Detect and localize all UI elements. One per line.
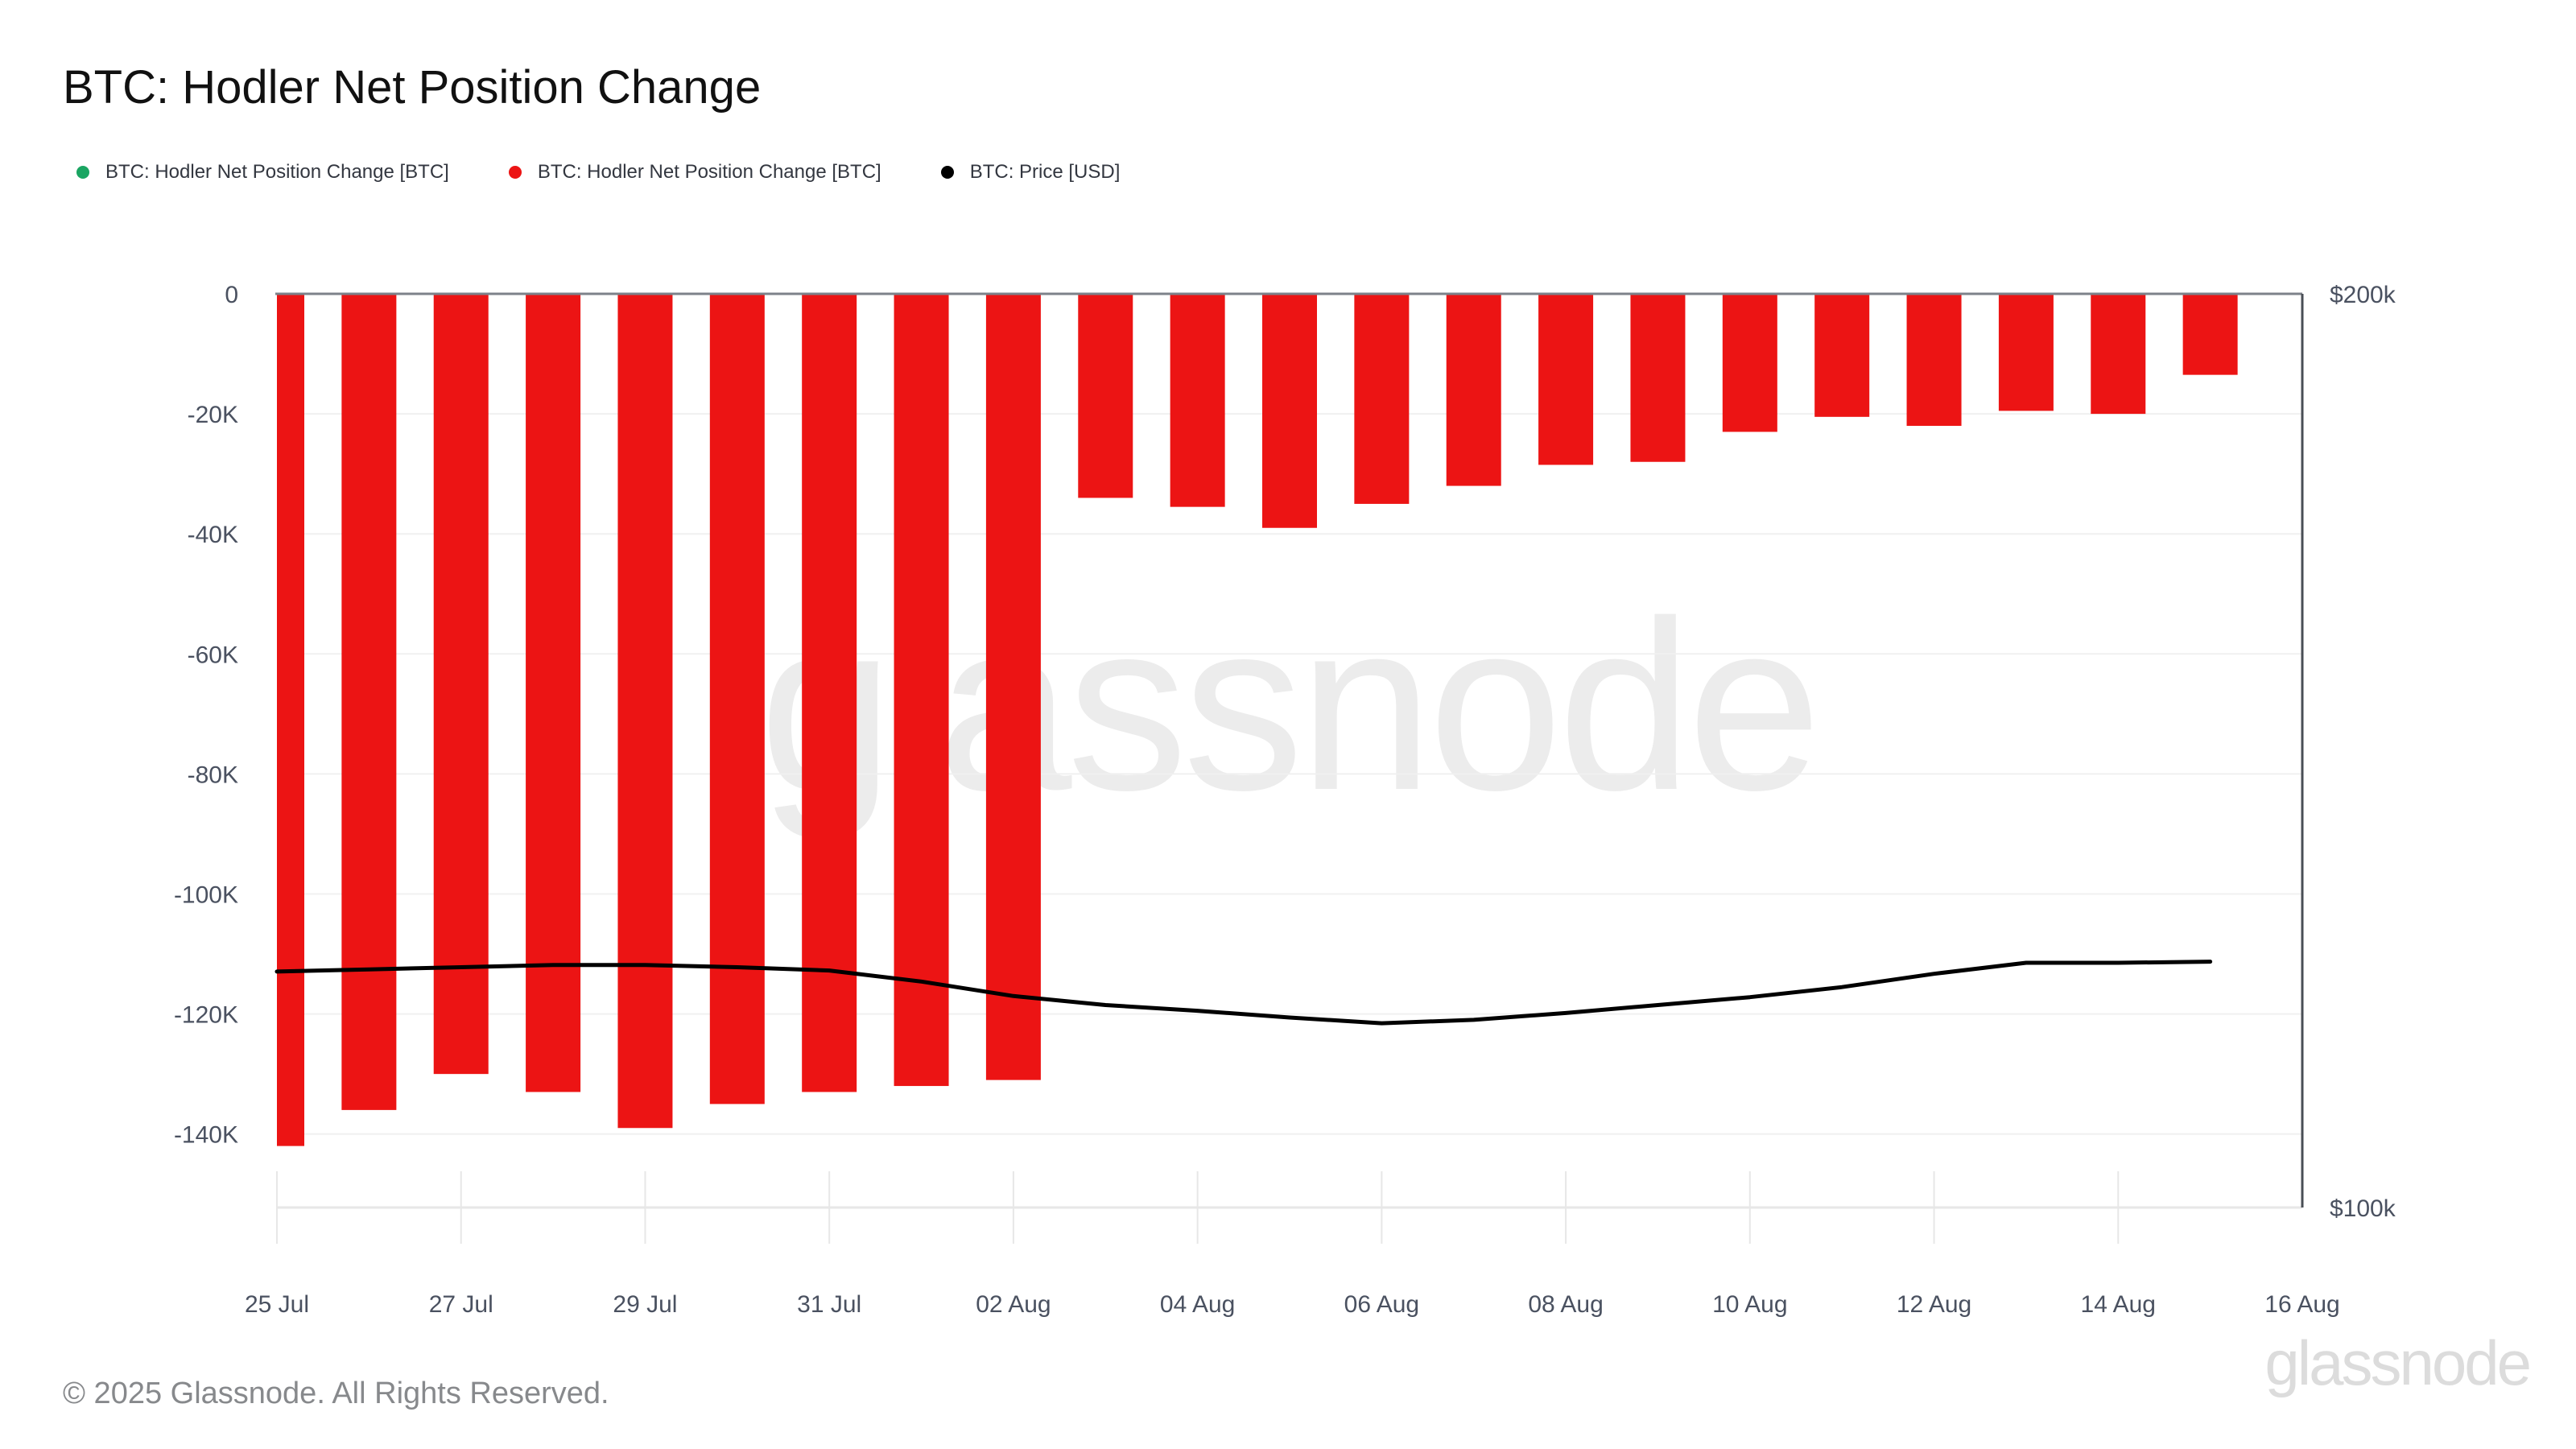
- y-axis-label--100K: -100K: [174, 882, 238, 909]
- red-series-dot-icon: [508, 166, 522, 179]
- bar-02-aug[interactable]: [985, 294, 1041, 1080]
- x-axis-label-31-jul: 31 Jul: [797, 1291, 861, 1318]
- x-axis-label-25-jul: 25 Jul: [245, 1291, 309, 1318]
- x-axis-label-02-aug: 02 Aug: [976, 1291, 1051, 1318]
- legend-item-label: BTC: Hodler Net Position Change [BTC]: [105, 161, 449, 183]
- x-axis-label-04-aug: 04 Aug: [1160, 1291, 1235, 1318]
- x-axis-label-10-aug: 10 Aug: [1712, 1291, 1787, 1318]
- bar-28-jul[interactable]: [526, 294, 581, 1092]
- bar-10-aug[interactable]: [1722, 294, 1777, 432]
- bar-09-aug[interactable]: [1630, 294, 1686, 462]
- bar-26-jul[interactable]: [341, 294, 397, 1110]
- bar-31-jul[interactable]: [802, 294, 857, 1092]
- copyright-text: © 2025 Glassnode. All Rights Reserved.: [63, 1377, 609, 1410]
- right-axis-label-$100k: $100k: [2330, 1195, 2396, 1222]
- y-axis-label--20K: -20K: [188, 402, 238, 428]
- y-axis-label-0: 0: [225, 282, 238, 308]
- legend-item-btc-price[interactable]: BTC: Price [USD]: [940, 161, 1121, 184]
- bar-03-aug[interactable]: [1078, 294, 1133, 498]
- bar-01-aug[interactable]: [894, 294, 949, 1087]
- y-axis-label--40K: -40K: [188, 522, 238, 548]
- x-axis-label-27-jul: 27 Jul: [429, 1291, 493, 1318]
- bar-15-aug[interactable]: [2182, 294, 2238, 375]
- legend-item-label: BTC: Price [USD]: [969, 161, 1121, 183]
- bar-07-aug[interactable]: [1446, 294, 1501, 486]
- page-title: BTC: Hodler Net Position Change: [63, 61, 762, 114]
- bar-14-aug[interactable]: [2091, 294, 2146, 415]
- x-axis-label-16-aug: 16 Aug: [2264, 1291, 2339, 1318]
- bar-25-jul[interactable]: [250, 294, 304, 1146]
- green-series-dot-icon: [76, 166, 89, 179]
- bar-08-aug[interactable]: [1538, 294, 1594, 465]
- bar-11-aug[interactable]: [1814, 294, 1870, 417]
- bar-30-jul[interactable]: [709, 294, 765, 1104]
- bar-12-aug[interactable]: [1906, 294, 1962, 427]
- y-axis-label--60K: -60K: [188, 642, 238, 668]
- bar-05-aug[interactable]: [1262, 294, 1317, 528]
- x-axis-label-08-aug: 08 Aug: [1528, 1291, 1603, 1318]
- x-axis-label-14-aug: 14 Aug: [2081, 1291, 2156, 1318]
- bar-13-aug[interactable]: [1998, 294, 2054, 411]
- x-axis-label-06-aug: 06 Aug: [1344, 1291, 1419, 1318]
- legend-item-hodler-net-position-green[interactable]: BTC: Hodler Net Position Change [BTC]: [76, 161, 449, 184]
- y-axis-label--120K: -120K: [174, 1002, 238, 1029]
- right-axis-label-$200k: $200k: [2330, 282, 2396, 308]
- black-series-dot-icon: [940, 166, 954, 179]
- y-axis-label--80K: -80K: [188, 762, 238, 788]
- chart-legend: BTC: Hodler Net Position Change [BTC] BT…: [76, 161, 1120, 184]
- bar-series: [250, 294, 2238, 1146]
- bar-27-jul[interactable]: [433, 294, 489, 1075]
- bar-29-jul[interactable]: [617, 294, 673, 1129]
- bar-06-aug[interactable]: [1354, 294, 1410, 504]
- legend-item-label: BTC: Hodler Net Position Change [BTC]: [537, 161, 881, 183]
- x-axis-label-12-aug: 12 Aug: [1897, 1291, 1971, 1318]
- y-axis-label--140K: -140K: [174, 1122, 238, 1149]
- price-line[interactable]: [275, 960, 2213, 1026]
- x-axis-label-29-jul: 29 Jul: [613, 1291, 677, 1318]
- glassnode-logo: glassnode: [2264, 1327, 2532, 1398]
- bar-04-aug[interactable]: [1170, 294, 1225, 507]
- legend-item-hodler-net-position-red[interactable]: BTC: Hodler Net Position Change [BTC]: [508, 161, 881, 184]
